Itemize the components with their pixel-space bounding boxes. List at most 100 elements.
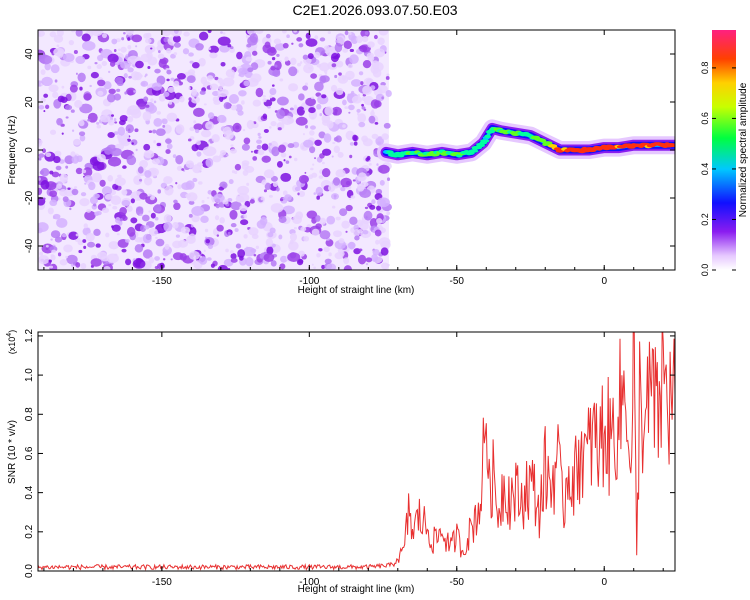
noise-blob	[342, 48, 349, 53]
noise-blob	[75, 72, 78, 75]
noise-blob	[133, 90, 137, 93]
noise-blob	[114, 121, 118, 124]
noise-blob	[335, 169, 346, 178]
noise-blob	[326, 215, 336, 225]
noise-blob	[38, 227, 43, 234]
noise-blob	[222, 126, 232, 135]
noise-blob	[334, 42, 343, 53]
noise-blob	[107, 174, 114, 182]
noise-blob	[176, 165, 183, 171]
noise-blob	[219, 82, 226, 87]
noise-blob	[348, 32, 352, 36]
noise-blob	[199, 255, 203, 258]
noise-blob	[222, 183, 226, 189]
noise-blob	[249, 199, 255, 204]
ridge-core	[468, 149, 479, 153]
noise-blob	[256, 144, 262, 150]
noise-blob	[282, 42, 289, 49]
noise-blob	[61, 85, 65, 89]
noise-blob	[71, 129, 75, 132]
noise-blob	[378, 30, 389, 36]
noise-blob	[357, 254, 367, 265]
noise-blob	[143, 143, 151, 151]
noise-blob	[125, 124, 134, 134]
noise-blob	[220, 62, 226, 67]
noise-blob	[217, 88, 229, 98]
noise-blob	[265, 238, 273, 247]
noise-blob	[271, 57, 276, 61]
noise-blob	[188, 213, 193, 218]
noise-blob	[227, 267, 231, 270]
noise-blob	[62, 52, 75, 62]
noise-blob	[96, 153, 106, 163]
noise-blob	[155, 238, 165, 247]
noise-blob	[170, 77, 175, 81]
noise-blob	[49, 265, 54, 269]
noise-blob	[148, 256, 155, 264]
noise-blob	[182, 48, 190, 55]
noise-blob	[94, 211, 100, 217]
noise-blob	[228, 94, 240, 104]
noise-blob	[264, 182, 272, 191]
noise-blob	[141, 214, 150, 222]
noise-blob	[144, 75, 147, 78]
noise-blob	[243, 214, 247, 219]
noise-blob	[74, 100, 83, 108]
noise-blob	[222, 32, 226, 35]
noise-blob	[342, 124, 346, 129]
noise-blob	[154, 256, 160, 261]
noise-blob	[189, 60, 194, 64]
noise-blob	[191, 144, 199, 152]
noise-blob	[163, 91, 170, 97]
colorbar-tick-label: 0.0	[700, 264, 710, 277]
noise-blob	[340, 186, 346, 192]
colorbar-ticks: 0.0 0.2 0.4 0.6 0.8	[700, 62, 736, 277]
spectrogram-y-ticks: -40 -20 0 20 40	[24, 48, 675, 253]
noise-blob	[353, 141, 358, 146]
noise-blob	[256, 139, 262, 144]
noise-blob	[302, 54, 309, 60]
noise-blob	[163, 176, 173, 184]
noise-blob	[230, 201, 242, 211]
noise-blob	[315, 186, 323, 196]
noise-blob	[333, 89, 336, 93]
noise-blob	[217, 77, 224, 84]
x-tick-label: -50	[450, 276, 465, 287]
noise-blob	[190, 224, 194, 228]
noise-blob	[206, 257, 212, 261]
noise-blob	[87, 65, 92, 70]
noise-blob	[186, 75, 196, 83]
noise-blob	[40, 69, 46, 76]
noise-blob	[195, 140, 201, 146]
noise-blob	[281, 115, 294, 125]
noise-blob	[122, 165, 127, 169]
noise-blob	[154, 68, 161, 74]
noise-blob	[381, 262, 390, 270]
noise-blob	[235, 195, 245, 203]
noise-blob	[119, 218, 123, 222]
noise-blob	[84, 210, 96, 221]
noise-blob	[155, 128, 166, 136]
noise-blob	[44, 62, 51, 71]
noise-region	[38, 30, 392, 270]
noise-blob	[311, 116, 315, 120]
noise-blob	[311, 96, 314, 100]
noise-blob	[151, 158, 161, 165]
noise-blob	[183, 31, 190, 37]
noise-blob	[309, 146, 316, 154]
noise-blob	[53, 34, 64, 43]
noise-blob	[125, 239, 130, 243]
noise-blob	[118, 48, 121, 52]
noise-blob	[116, 233, 120, 236]
noise-blob	[63, 244, 73, 253]
noise-blob	[139, 213, 143, 216]
noise-blob	[150, 212, 156, 219]
noise-blob	[174, 30, 179, 34]
noise-blob	[298, 43, 304, 48]
noise-blob	[269, 97, 276, 102]
noise-blob	[349, 216, 358, 226]
noise-blob	[333, 137, 339, 142]
noise-blob	[353, 229, 360, 237]
noise-blob	[195, 43, 204, 51]
noise-blob	[235, 243, 242, 249]
